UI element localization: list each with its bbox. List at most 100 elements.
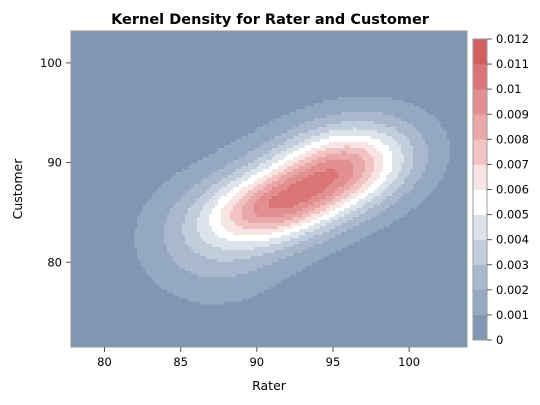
- density-cell: [215, 157, 219, 161]
- density-cell: [176, 217, 180, 221]
- density-cell: [263, 256, 267, 260]
- density-cell: [266, 199, 270, 203]
- density-cell: [302, 232, 306, 236]
- density-cell: [407, 166, 411, 170]
- density-cell: [158, 214, 162, 218]
- density-cell: [395, 112, 399, 116]
- density-cell: [401, 118, 405, 122]
- density-cell: [284, 175, 288, 179]
- density-cell: [338, 226, 342, 230]
- density-cell: [236, 166, 240, 170]
- density-cell: [200, 232, 204, 236]
- density-cell: [398, 112, 402, 116]
- density-cell: [395, 199, 399, 203]
- density-cell: [338, 124, 342, 128]
- density-cell: [209, 196, 213, 200]
- density-cell: [272, 223, 276, 227]
- density-cell: [362, 136, 366, 140]
- density-cell: [326, 145, 330, 149]
- density-cell: [203, 208, 207, 212]
- density-cell: [353, 211, 357, 215]
- density-cell: [314, 175, 318, 179]
- density-cell: [314, 232, 318, 236]
- density-cell: [191, 214, 195, 218]
- density-cell: [143, 262, 147, 266]
- density-cell: [302, 214, 306, 218]
- density-cell: [203, 289, 207, 293]
- density-cell: [347, 196, 351, 200]
- density-cell: [164, 241, 168, 245]
- density-cell: [359, 157, 363, 161]
- density-cell: [398, 187, 402, 191]
- density-cell: [329, 190, 333, 194]
- density-cell: [182, 175, 186, 179]
- density-cell: [353, 232, 357, 236]
- density-cell: [422, 163, 426, 167]
- density-cell: [365, 202, 369, 206]
- density-cell: [326, 142, 330, 146]
- density-cell: [140, 229, 144, 233]
- density-cell: [152, 256, 156, 260]
- density-cell: [329, 157, 333, 161]
- density-cell: [194, 298, 198, 302]
- density-cell: [269, 220, 273, 224]
- density-cell: [302, 118, 306, 122]
- density-cell: [167, 277, 171, 281]
- density-cell: [284, 256, 288, 260]
- density-cell: [233, 175, 237, 179]
- density-cell: [362, 202, 366, 206]
- density-cell: [218, 178, 222, 182]
- density-cell: [161, 220, 165, 224]
- density-cell: [200, 241, 204, 245]
- density-cell: [191, 187, 195, 191]
- density-cell: [281, 187, 285, 191]
- density-cell: [293, 229, 297, 233]
- density-cell: [395, 208, 399, 212]
- density-cell: [398, 175, 402, 179]
- density-cell: [236, 151, 240, 155]
- density-cell: [245, 169, 249, 173]
- density-cell: [344, 127, 348, 131]
- density-cell: [299, 205, 303, 209]
- density-cell: [314, 217, 318, 221]
- density-cell: [215, 292, 219, 296]
- density-cell: [257, 220, 261, 224]
- density-cell: [155, 196, 159, 200]
- density-cell: [326, 124, 330, 128]
- density-cell: [134, 235, 138, 239]
- density-cell: [314, 256, 318, 260]
- density-cell: [200, 253, 204, 257]
- density-cell: [251, 184, 255, 188]
- density-cell: [263, 175, 267, 179]
- density-cell: [206, 190, 210, 194]
- density-cell: [335, 157, 339, 161]
- density-cell: [311, 142, 315, 146]
- density-cell: [299, 268, 303, 272]
- density-cell: [437, 130, 441, 134]
- density-cell: [446, 154, 450, 158]
- density-cell: [368, 211, 372, 215]
- density-cell: [164, 214, 168, 218]
- density-cell: [419, 112, 423, 116]
- legend-swatch: [473, 289, 487, 316]
- density-cell: [284, 268, 288, 272]
- density-cell: [296, 148, 300, 152]
- density-cell: [326, 166, 330, 170]
- density-cell: [299, 169, 303, 173]
- density-cell: [143, 220, 147, 224]
- density-cell: [341, 142, 345, 146]
- density-cell: [146, 226, 150, 230]
- density-cell: [368, 178, 372, 182]
- density-cell: [380, 115, 384, 119]
- density-cell: [275, 190, 279, 194]
- density-cell: [371, 142, 375, 146]
- density-cell: [137, 229, 141, 233]
- density-cell: [401, 127, 405, 131]
- density-cell: [221, 199, 225, 203]
- density-cell: [260, 193, 264, 197]
- density-cell: [377, 109, 381, 113]
- density-cell: [158, 217, 162, 221]
- density-cell: [344, 112, 348, 116]
- density-cell: [296, 217, 300, 221]
